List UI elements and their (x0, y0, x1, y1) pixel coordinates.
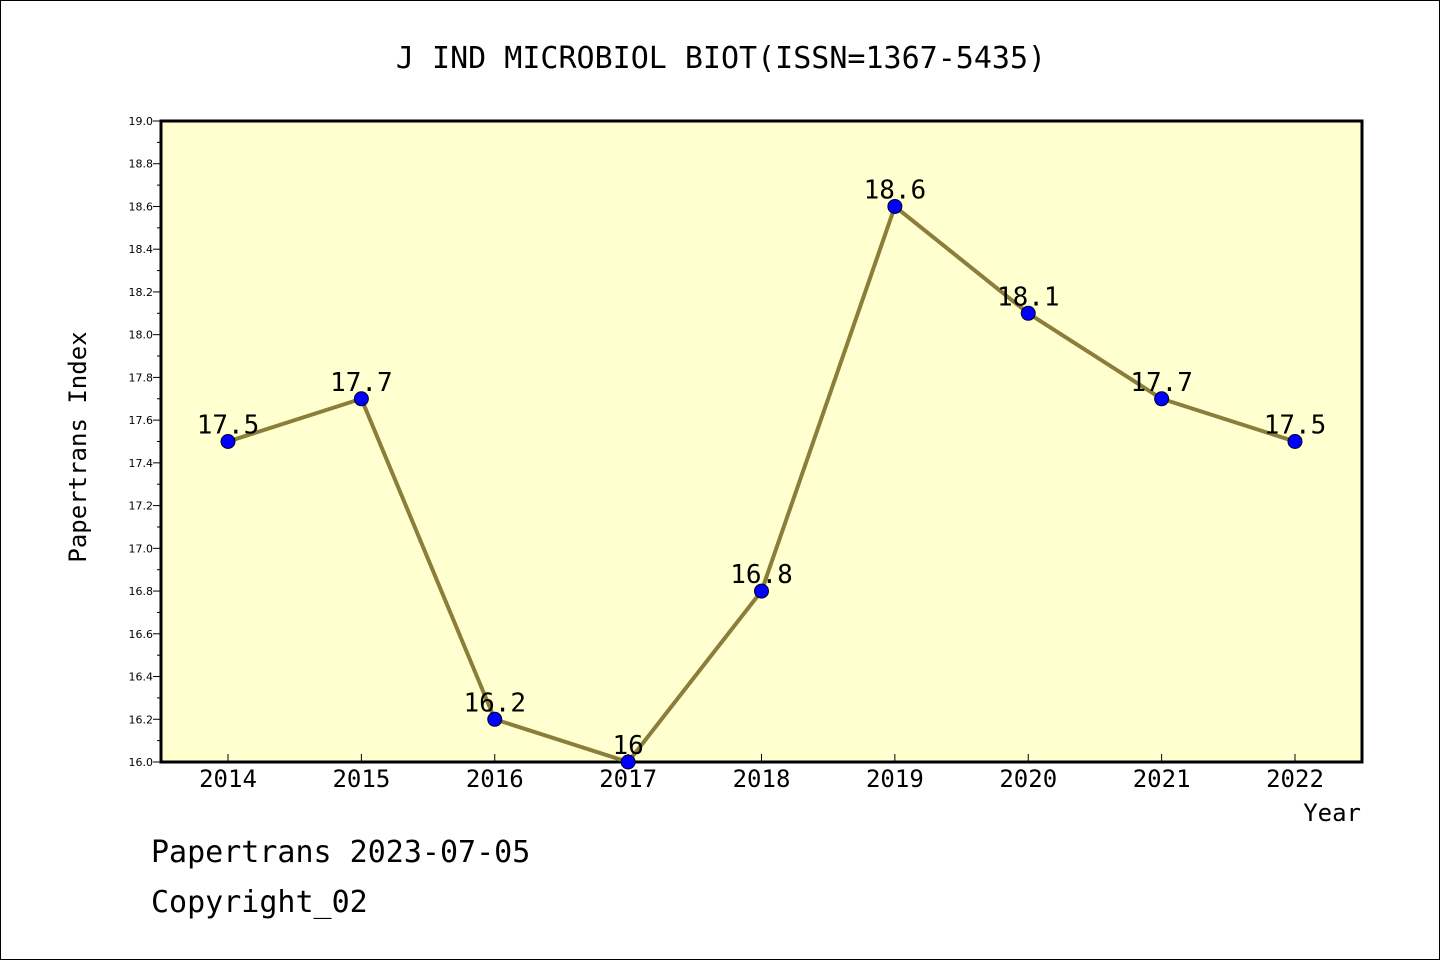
y-tick-label: 17.2 (129, 500, 154, 513)
x-tick-label: 2017 (599, 765, 657, 793)
data-point (1020, 305, 1036, 321)
data-label: 17.7 (330, 368, 393, 398)
y-tick-label: 17.6 (129, 414, 154, 427)
data-label: 17.7 (1130, 368, 1193, 398)
x-tick-label: 2021 (1133, 765, 1191, 793)
x-tick-label: 2020 (999, 765, 1057, 793)
data-label: 17.5 (1264, 411, 1327, 441)
y-tick-label: 17.0 (129, 542, 154, 555)
data-point (487, 711, 503, 727)
data-label: 16 (612, 731, 643, 761)
x-tick-label: 2016 (466, 765, 524, 793)
y-axis: 16.0 16.2 16.4 16.6 16.8 17.0 17.2 17.4 17.6 17.8… (129, 115, 161, 769)
y-tick-label: 16.2 (129, 713, 154, 726)
series-group: 17.5 17.7 16.2 16 16.8 18.6 18.1 17.7 17.5 (197, 175, 1327, 770)
y-tick-label: 18.4 (129, 243, 154, 256)
x-axis-label: Year (1303, 799, 1361, 827)
data-label: 16.8 (730, 560, 793, 590)
chart-title: J IND MICROBIOL BIOT(ISSN=1367-5435) (396, 41, 1046, 76)
data-point (353, 391, 369, 407)
data-point (1154, 391, 1170, 407)
x-tick-label: 2018 (733, 765, 791, 793)
y-tick-label: 19.0 (129, 115, 154, 128)
y-tick-label: 16.4 (129, 671, 154, 684)
y-tick-label: 17.8 (129, 371, 154, 384)
x-tick-label: 2015 (332, 765, 390, 793)
y-tick-label: 16.8 (129, 585, 154, 598)
data-point (754, 583, 769, 599)
y-tick-label: 16.0 (129, 756, 154, 769)
plot-area (159, 119, 1364, 764)
y-tick-label: 16.6 (129, 628, 154, 641)
y-tick-label: 18.6 (129, 200, 154, 213)
data-label: 18.1 (997, 282, 1060, 312)
x-axis: 2014 2015 2016 2017 2018 2019 2020 2021 2022 (199, 754, 1324, 793)
x-tick-label: 2019 (866, 765, 924, 793)
footer-date: Papertrans 2023-07-05 (151, 835, 531, 870)
data-point (1287, 434, 1303, 449)
data-label: 17.5 (197, 411, 260, 441)
x-tick-label: 2014 (199, 765, 257, 793)
data-point (620, 754, 636, 770)
y-tick-label: 18.0 (129, 329, 154, 342)
x-tick-label: 2022 (1266, 765, 1324, 793)
data-point (220, 434, 236, 449)
y-axis-label: Papertrans Index (64, 331, 92, 562)
data-point (887, 198, 903, 214)
data-label: 16.2 (463, 688, 526, 718)
data-label: 18.6 (864, 175, 927, 205)
y-tick-label: 18.2 (129, 286, 154, 299)
y-tick-label: 18.8 (129, 158, 154, 171)
footer-copyright: Copyright_02 (151, 885, 368, 920)
y-tick-label: 17.4 (129, 457, 154, 470)
